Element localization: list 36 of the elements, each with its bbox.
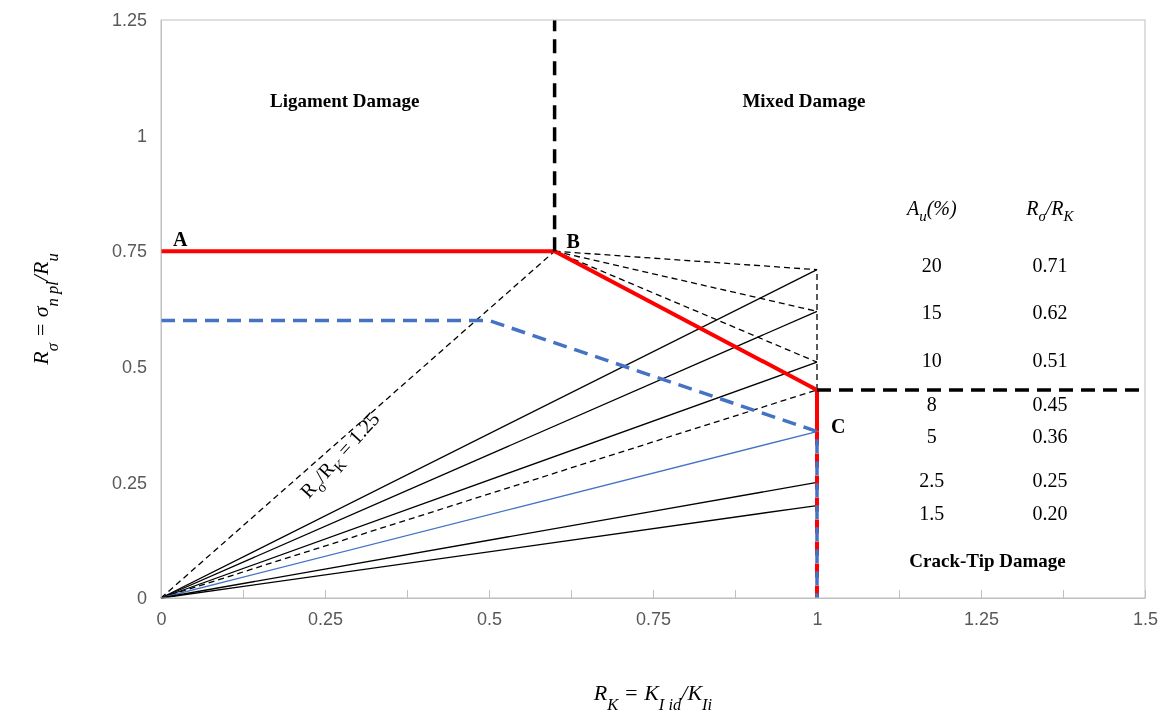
annotation: A [173,227,188,250]
y-tick-label: 0.5 [121,357,147,378]
annotation: 0.62 [1032,300,1068,323]
annotation: 0.36 [1032,425,1068,448]
annotation: 0.20 [1032,501,1068,524]
y-tick-label: 0.75 [111,241,147,262]
annotation: 1.5 [919,501,945,524]
annotation: Ligament Damage [270,90,420,112]
y-tick-label: 0 [136,588,147,609]
annotation: 0.71 [1032,253,1068,276]
annotation: Crack-Tip Damage [909,550,1066,572]
annotation: 2.5 [919,468,945,491]
y-tick-label: 1.25 [111,10,147,31]
annotation: B [566,229,580,252]
annotation: R$_{σ}$/R$_{K}$ [1025,196,1075,225]
x-tick-label: 1 [812,608,823,629]
x-tick-label: 0 [156,608,167,629]
annotation: 5 [926,425,937,448]
annotation: C [831,414,846,437]
x-axis-title: R$_{K}$ = K$_{I id}$/K$_{Ii}$ [592,680,713,714]
x-tick-label: 1.25 [963,608,1000,629]
annotation: 15 [921,300,942,323]
y-tick-label: 0.25 [111,472,147,493]
annotation: 20 [921,253,942,276]
annotation: 0.25 [1032,468,1068,491]
x-tick-label: 0.75 [635,608,672,629]
annotation: A$_{u}$(%) [904,196,957,225]
annotation: 8 [926,392,937,415]
x-tick-label: 0.25 [307,608,344,629]
annotation: Mixed Damage [742,90,866,112]
annotation: 0.51 [1032,348,1068,371]
x-tick-label: 1.5 [1132,608,1159,629]
y-tick-label: 1 [136,125,147,146]
annotation: 0.45 [1032,392,1068,415]
x-tick-label: 0.5 [476,608,503,629]
annotation: 10 [921,348,942,371]
